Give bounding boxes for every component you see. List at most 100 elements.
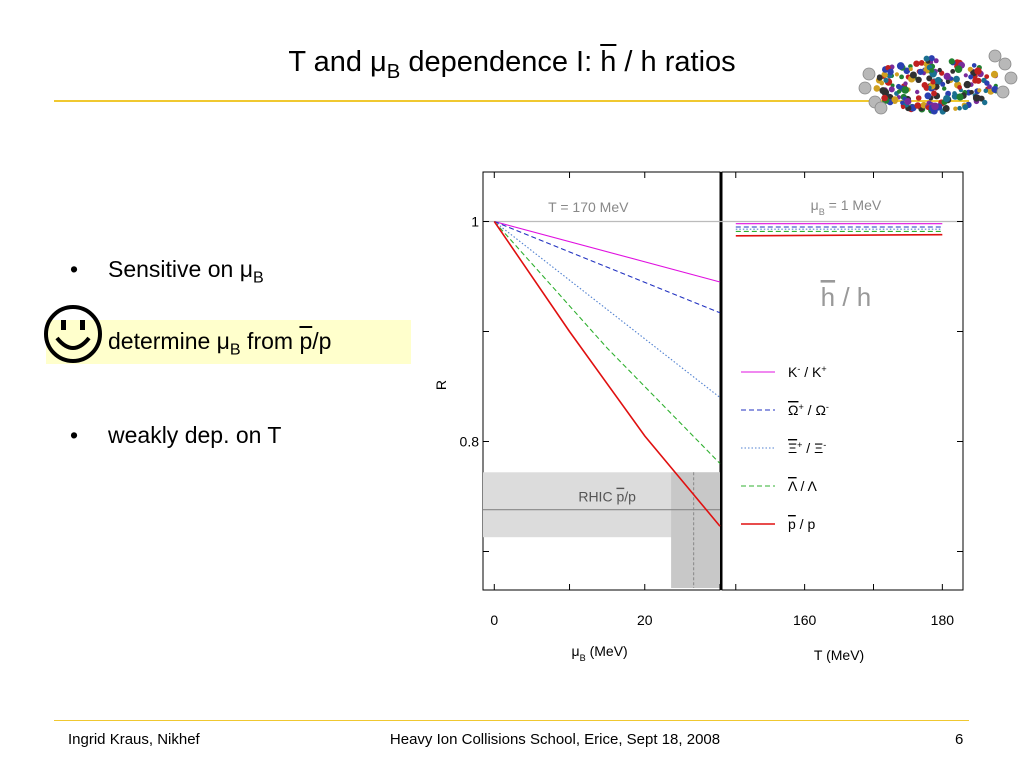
heavy-ion-collision-icon <box>858 49 1018 115</box>
left-series-line-3 <box>493 221 721 464</box>
cluster-dot <box>991 85 999 93</box>
cluster-dot <box>943 95 951 103</box>
bullet-sensitive: • Sensitive on μB <box>70 256 264 287</box>
cluster-dot <box>904 98 912 105</box>
cluster-dot <box>971 63 977 68</box>
cluster-dot <box>891 96 899 103</box>
cluster-dot <box>873 85 881 92</box>
y-axis-label: R <box>433 380 449 390</box>
left-series-line-2 <box>493 221 721 398</box>
smiley-icon <box>44 305 102 363</box>
annotation-mu: μB = 1 MeV <box>811 197 882 217</box>
cluster-nucleon <box>874 101 888 115</box>
bullet-determine: determine μB from p/p <box>108 328 332 359</box>
footer-event: Heavy Ion Collisions School, Erice, Sept… <box>389 731 721 748</box>
cluster-dot <box>975 77 982 84</box>
cluster-dot <box>894 72 899 77</box>
x-tick-label-180: 180 <box>931 612 955 628</box>
cluster-dot <box>879 80 885 86</box>
title-underline <box>54 100 969 102</box>
left-series-line-4 <box>493 221 721 527</box>
cluster-dot <box>953 75 960 83</box>
cluster-dot <box>908 67 913 72</box>
bullet-weakly: • weakly dep. on T <box>70 422 282 448</box>
cluster-dot <box>990 70 999 78</box>
left-series-line-1 <box>494 220 721 314</box>
cluster-dot <box>889 64 895 70</box>
cluster-dot <box>903 81 908 86</box>
cluster-dot <box>915 89 920 95</box>
cluster-dot <box>901 86 910 94</box>
cluster-dot <box>940 81 946 87</box>
cluster-dot <box>945 79 951 84</box>
cluster-dot <box>888 86 895 93</box>
cluster-dot <box>942 86 947 91</box>
cluster-dot <box>917 68 924 75</box>
cluster-dot <box>924 84 929 90</box>
x-tick-label-160: 160 <box>793 612 817 628</box>
cluster-dot <box>915 95 922 101</box>
cluster-nucleon <box>858 81 872 95</box>
cluster-dot <box>972 94 981 102</box>
cluster-dot <box>931 90 937 97</box>
cluster-dot <box>950 69 956 74</box>
cluster-dot <box>963 73 968 78</box>
cluster-dot <box>887 68 894 76</box>
cluster-dot <box>942 105 950 112</box>
cluster-dot <box>903 67 911 75</box>
cluster-dot <box>883 77 889 83</box>
cluster-dot <box>881 88 890 97</box>
cluster-dot <box>913 60 920 67</box>
footer-author: Ingrid Kraus, Nikhef <box>68 731 200 748</box>
cluster-dot <box>934 76 942 84</box>
cluster-dot <box>915 76 922 83</box>
cluster-dot <box>957 105 962 111</box>
cluster-dot <box>957 85 962 90</box>
cluster-dot <box>962 104 969 111</box>
legend-label-1: Ω+ / Ω- <box>788 402 829 418</box>
cluster-dot <box>987 84 992 90</box>
title-text-1: T and μ <box>288 46 387 78</box>
cluster-dot <box>914 102 922 109</box>
rhic-vertical-band <box>671 472 720 588</box>
cluster-dot <box>933 58 939 64</box>
ratio-chart: RHIC p/p 1 0.8 R 0 20 μB (MeV) 160 180 T (MeV) T =… <box>433 171 964 663</box>
cluster-nucleon <box>998 57 1012 71</box>
title-sub: B <box>386 60 401 83</box>
cluster-dot <box>926 75 933 82</box>
cluster-dot <box>948 58 955 65</box>
legend-label-0: K- / K+ <box>788 364 827 380</box>
y-tick-label-1: 1 <box>471 214 479 230</box>
title-hbar: h <box>600 46 617 78</box>
cluster-dot <box>876 74 883 80</box>
cluster-dot <box>984 80 990 86</box>
cluster-dot <box>968 74 974 80</box>
cluster-dot <box>953 106 958 111</box>
legend-label-4: p / p <box>788 516 815 532</box>
cluster-dot <box>924 92 932 100</box>
cluster-nucleon <box>996 85 1010 99</box>
cluster-dot <box>896 89 902 94</box>
cluster-dot <box>929 68 935 73</box>
rhic-label: RHIC p/p <box>578 489 636 505</box>
cluster-dot <box>943 72 951 80</box>
cluster-dot <box>882 72 888 78</box>
legend-label-2: Ξ+ / Ξ- <box>788 440 826 456</box>
cluster-dot <box>967 66 973 72</box>
ratio-label: h / h <box>821 282 872 312</box>
y-tick-label-0-8: 0.8 <box>460 434 480 450</box>
cluster-nucleon <box>1004 71 1018 85</box>
cluster-dot <box>954 65 963 73</box>
cluster-dot <box>928 55 935 62</box>
highlight-box <box>46 320 411 364</box>
cluster-dot <box>956 93 964 101</box>
title-text-2: dependence I: <box>400 46 601 78</box>
cluster-nucleon <box>988 49 1002 63</box>
x-axis-label-T: T (MeV) <box>814 647 864 663</box>
footer-line <box>54 720 969 721</box>
page-number: 6 <box>955 731 964 748</box>
cluster-dot <box>899 74 904 80</box>
cluster-nucleon <box>862 67 876 81</box>
legend-label-3: Λ / Λ <box>788 478 818 494</box>
cluster-dot <box>931 102 939 111</box>
